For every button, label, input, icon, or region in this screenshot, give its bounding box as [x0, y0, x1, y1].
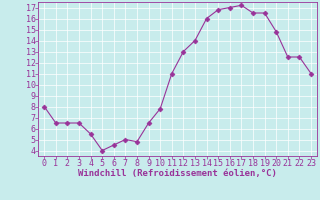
X-axis label: Windchill (Refroidissement éolien,°C): Windchill (Refroidissement éolien,°C): [78, 169, 277, 178]
